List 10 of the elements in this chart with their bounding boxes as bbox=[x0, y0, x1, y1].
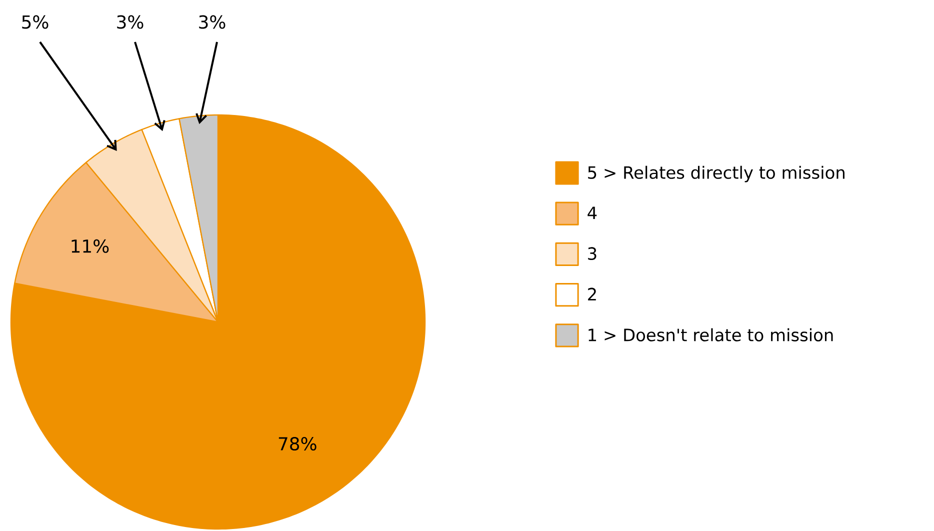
legend-label: 3 bbox=[588, 247, 596, 260]
legend-label: 2 bbox=[588, 288, 596, 300]
data-label: 11% bbox=[72, 239, 109, 253]
legend-label: 5 > Relates directly to mission bbox=[588, 166, 844, 182]
data-label: 78% bbox=[278, 436, 316, 451]
legend-label: 1 > Doesn't relate to mission bbox=[588, 328, 833, 342]
data-label: 3% bbox=[117, 15, 144, 29]
data-label: 5% bbox=[22, 15, 48, 29]
data-label: 3% bbox=[199, 15, 226, 29]
legend-label: 4 bbox=[588, 206, 597, 220]
